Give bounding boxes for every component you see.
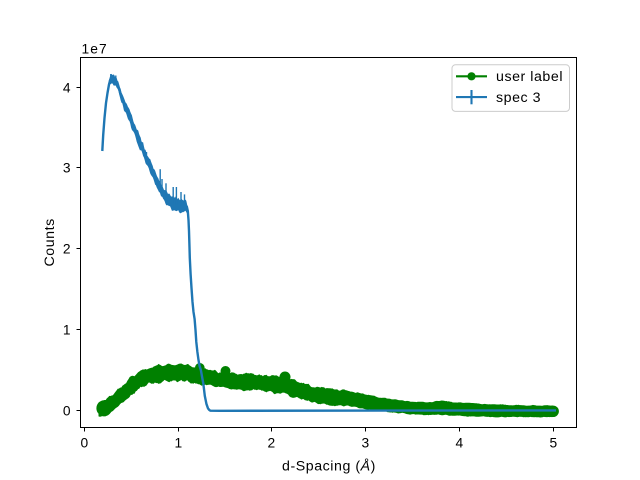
svg-text:3: 3 (63, 161, 71, 176)
svg-text:4: 4 (63, 81, 71, 96)
svg-text:0: 0 (63, 404, 71, 419)
svg-text:Counts: Counts (42, 218, 58, 266)
svg-text:1: 1 (174, 436, 182, 451)
svg-text:1: 1 (63, 323, 71, 338)
svg-text:2: 2 (267, 436, 275, 451)
svg-text:d-Spacing (Å): d-Spacing (Å) (282, 458, 376, 475)
svg-text:3: 3 (361, 436, 369, 451)
svg-text:4: 4 (455, 436, 463, 451)
svg-text:0: 0 (80, 436, 88, 451)
svg-text:user label: user label (496, 69, 563, 85)
svg-text:5: 5 (549, 436, 557, 451)
svg-text:2: 2 (63, 242, 71, 257)
svg-text:spec 3: spec 3 (496, 90, 541, 106)
svg-text:1e7: 1e7 (82, 41, 108, 56)
